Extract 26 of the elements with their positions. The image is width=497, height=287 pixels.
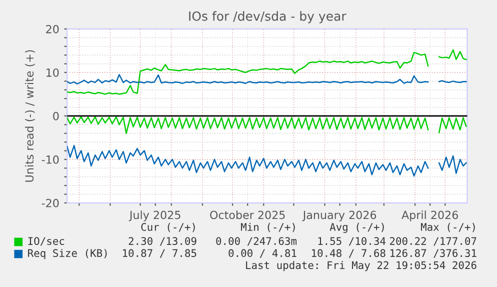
text: 10.48 / 7.68 bbox=[312, 249, 386, 258]
text: 2.30 /13.09 bbox=[128, 237, 196, 246]
x-tick-label: October 2025 bbox=[210, 210, 285, 220]
x-tick-label: January 2026 bbox=[302, 210, 376, 222]
y-tick-label: 0 bbox=[53, 112, 59, 120]
text: Max (-/+) bbox=[420, 222, 475, 232]
legend-label: IO/sec bbox=[28, 237, 64, 246]
y-tick-label: -10 bbox=[42, 155, 59, 164]
text: Cur (-/+) bbox=[141, 222, 195, 232]
x-tick-label: April 2026 bbox=[402, 210, 458, 222]
text: 126.87 /376.31 bbox=[390, 249, 476, 258]
text: Last update: Fri May 22 19:05:54 2026 bbox=[246, 261, 476, 272]
x-tick-label: July 2025 bbox=[128, 210, 180, 222]
y-tick-label: 10 bbox=[46, 68, 59, 77]
text: Min (-/+) bbox=[240, 222, 295, 232]
text: Avg (-/+) bbox=[330, 222, 384, 233]
text: 0.00 /247.63m bbox=[216, 237, 297, 246]
y-tick-label: 20 bbox=[46, 24, 59, 34]
y-tick-label: -20 bbox=[42, 198, 59, 208]
text: 200.22 /177.07 bbox=[390, 237, 476, 246]
text: 10.87 / 7.85 bbox=[123, 249, 196, 258]
y-axis-title: Units read (-) / write (+) bbox=[25, 50, 35, 182]
chart-title: IOs for /dev/sda - by year bbox=[189, 11, 346, 24]
legend-label: Req Size (KB) bbox=[28, 248, 107, 260]
text: 0.00 / 4.81 bbox=[228, 249, 296, 258]
text: 1.55 /10.34 bbox=[318, 237, 386, 246]
